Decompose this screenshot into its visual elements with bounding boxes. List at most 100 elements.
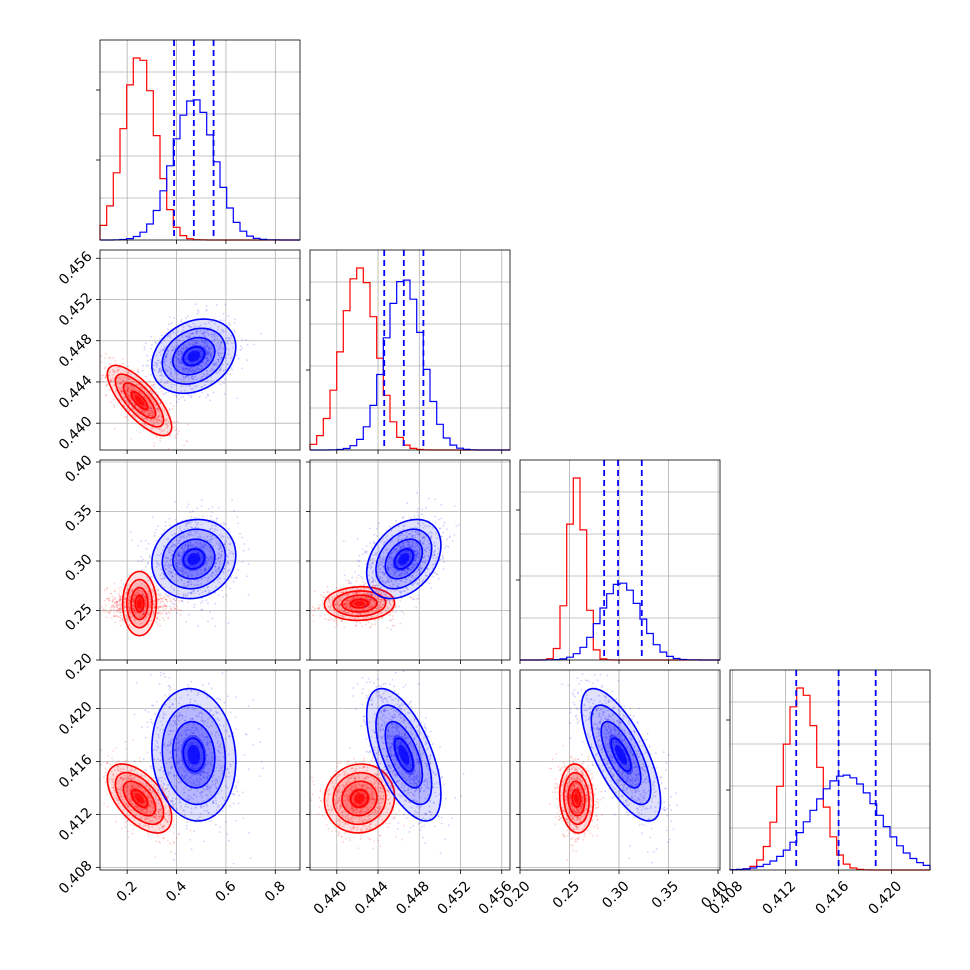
panel-1-0-point-red-509 [116, 382, 119, 385]
panel-1-0-point-red-639 [185, 440, 188, 442]
panel-2-0-point-red-155 [158, 598, 160, 601]
panel-2-0-point-red-484 [109, 608, 112, 611]
panel-1-0-point-blue-307 [205, 362, 208, 365]
panel-1-0-point-red-461 [112, 369, 115, 372]
panel-1-0-point-blue-194 [213, 363, 216, 366]
panel-1-0-point-red-577 [120, 382, 122, 385]
panel-1-0-point-blue-169 [205, 361, 207, 364]
panel-1-0-point-red-107 [152, 400, 155, 403]
panel-1-0-point-red-852 [142, 417, 145, 420]
panel-1-0-point-blue-88 [166, 335, 169, 338]
panel-1-0-point-blue-492 [188, 343, 191, 346]
panel-1-0-point-blue-610 [188, 395, 191, 397]
panel-1-0-point-blue-497 [215, 372, 218, 374]
panel-1-0-point-red-656 [120, 392, 123, 394]
panel-1-0-point-blue-451 [241, 367, 243, 370]
panel-2-0-point-red-539 [170, 609, 173, 612]
panel-1-0-point-blue-522 [193, 370, 196, 373]
panel-1-0-point-red-614 [144, 404, 146, 407]
panel-1-0-point-blue-558 [215, 364, 217, 367]
panel-1-0-point-red-516 [141, 387, 144, 390]
panel-2-0-point-red-82 [112, 604, 115, 607]
panel-2-0-point-red-126 [157, 598, 160, 601]
panel-1-0-point-red-532 [109, 356, 112, 359]
panel-2-0-point-blue-0 [243, 543, 246, 545]
panel-2-0-point-red-350 [128, 584, 131, 587]
panel-1-0-point-red-480 [147, 412, 150, 414]
panel-1-0-point-red-354 [160, 428, 162, 431]
panel-1-0-point-blue-898 [177, 357, 179, 360]
panel-2-0-point-red-148 [113, 611, 116, 613]
panel-1-0-point-blue-67 [186, 369, 189, 372]
panel-1-0-point-blue-841 [196, 367, 199, 370]
panel-1-0-point-blue-217 [204, 334, 207, 337]
panel-1-0-point-red-643 [100, 361, 103, 363]
panel-2-1-point-blue-189 [427, 497, 430, 500]
panel-1-0-point-blue-160 [201, 375, 204, 378]
panel-2-0-point-red-83 [113, 608, 115, 611]
panel-1-0-point-red-603 [123, 405, 126, 407]
panel-1-0-point-red-0 [183, 444, 185, 447]
panel-1-0-point-blue-33 [209, 327, 212, 329]
panel-1-0-point-blue-311 [190, 396, 192, 399]
panel-2-0-point-blue-380 [140, 540, 143, 543]
panel-2-0-point-red-18 [152, 609, 155, 612]
panel-2-0-point-blue-268 [163, 529, 165, 532]
panel-2-0-point-red-243 [157, 612, 160, 615]
panel-1-0-point-red-780 [165, 420, 167, 422]
panel-1-0-point-red-188 [156, 409, 159, 411]
panel-1-0-point-blue-877 [220, 368, 222, 371]
panel-1-0-point-blue-391 [200, 368, 203, 370]
panel-1-0-point-red-645 [152, 420, 155, 423]
panel-1-0-point-blue-470 [196, 312, 199, 315]
panel-1-0-point-red-114 [119, 388, 122, 391]
panel-2-0-point-red-619 [176, 597, 179, 600]
panel-1-0-point-blue-833 [208, 360, 211, 363]
panel-1-0-point-blue-65 [182, 326, 185, 328]
panel-2-0-point-blue-175 [140, 583, 143, 586]
panel-1-0-point-red-591 [151, 392, 154, 395]
panel-1-0-point-blue-831 [223, 392, 226, 395]
panel-2-0-point-blue-762 [155, 529, 158, 531]
panel-2-0-point-blue-455 [145, 565, 148, 568]
panel-1-0-point-blue-511 [219, 354, 222, 357]
panel-1-0-point-blue-570 [223, 319, 225, 322]
panel-1-0-point-blue-620 [151, 390, 154, 393]
panel-1-0-point-blue-225 [177, 350, 180, 352]
panel-2-1-point-red-841 [391, 618, 394, 620]
panel-2-0-point-blue-401 [130, 539, 133, 542]
panel-1-0-point-blue-709 [171, 349, 174, 352]
panel-1-0-point-blue-802 [182, 396, 185, 398]
panel-1-0-point-red-679 [155, 405, 157, 407]
panel-1-0-point-red-468 [128, 403, 131, 406]
panel-1-0-point-blue-318 [175, 346, 178, 349]
panel-1-0-point-blue-526 [217, 358, 220, 361]
panel-1-0-point-blue-224 [218, 369, 221, 372]
panel-1-0-point-red-589 [163, 429, 166, 431]
panel-1-0-point-red-657 [149, 409, 152, 412]
panel-2-0-point-red-702 [165, 598, 168, 601]
panel-1-0-point-blue-308 [175, 394, 178, 397]
panel-1-0-point-blue-436 [197, 311, 200, 313]
panel-1-0-point-blue-168 [165, 356, 167, 358]
panel-2-1-point-red-76 [333, 618, 335, 621]
panel-2-0-point-red-100 [107, 611, 110, 614]
panel-1-0-point-blue-335 [154, 364, 157, 367]
panel-2-1-point-red-426 [389, 612, 392, 615]
panel-2-0-point-red-229 [177, 592, 180, 595]
panel-1-0-point-red-87 [97, 353, 99, 355]
panel-1-0-point-red-482 [166, 425, 169, 428]
panel-2-1-point-red-25 [336, 586, 338, 589]
panel-1-0-point-blue-110 [206, 381, 209, 383]
panel-1-0-point-red-814 [166, 414, 169, 417]
panel-1-0-point-blue-825 [191, 339, 194, 342]
panel-2-0-point-red-64 [132, 597, 135, 599]
panel-2-0-point-blue-657 [149, 554, 151, 557]
panel-1-0-point-blue-604 [195, 341, 197, 344]
panel-2-0-point-red-68 [153, 607, 156, 609]
panel-1-0-point-blue-520 [203, 332, 206, 335]
panel-1-0-point-red-352 [162, 433, 165, 436]
panel-1-0-point-blue-814 [210, 382, 213, 384]
panel-1-0-point-blue-549 [201, 364, 203, 367]
panel-2-0-point-blue-287 [200, 498, 203, 501]
